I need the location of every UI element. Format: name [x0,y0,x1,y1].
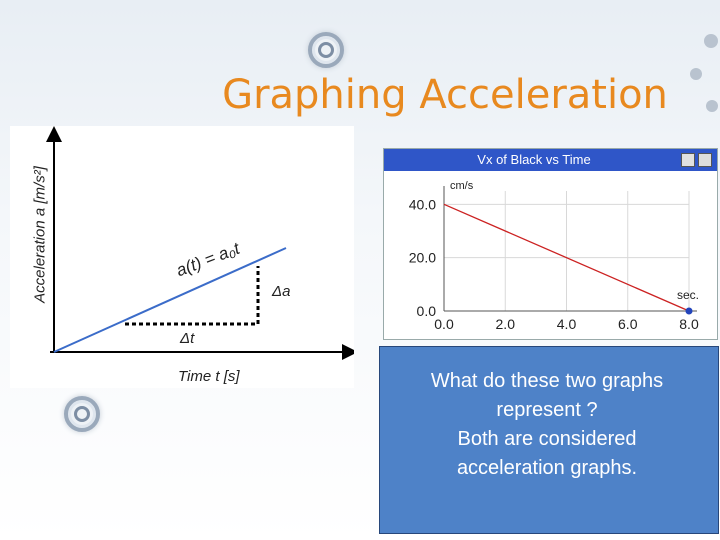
delta-a-label: Δa [272,283,291,300]
delta-t-label: Δt [180,330,195,347]
answer-line: Both are considered [457,428,637,450]
acceleration-graph-svg [46,126,358,360]
y-axis-label: Acceleration a [m/s²] [31,166,49,303]
y-tick-label: 20.0 [409,250,436,266]
velocity-chart: 0.0 2.0 4.0 6.0 8.0 0.0 20.0 40.0 cm/s sec. [409,180,699,332]
answer-line: acceleration graphs. [456,457,638,479]
question-text: What do these two graphs represent ? Bot… [380,367,714,483]
graph-close-icon[interactable] [681,153,695,167]
y-unit-label: cm/s [450,180,474,192]
acceleration-graph: Acceleration a [m/s²] a(t) = a₀t Δa Δt T… [10,126,358,388]
graph-menu-icon[interactable] [698,153,712,167]
slide-title: Graphing Acceleration [222,72,668,118]
question-line: represent ? [496,399,598,421]
x-tick-label: 2.0 [496,316,516,332]
chart-title: Vx of Black vs Time [477,152,591,167]
x-unit-label: sec. [677,288,699,302]
y-tick-label: 40.0 [409,196,436,212]
ring-bullet-icon [308,32,344,68]
x-tick-label: 0.0 [434,316,454,332]
dot-icon [704,34,718,48]
x-tick-label: 6.0 [618,316,638,332]
chart-window-header [384,149,717,171]
velocity-series-line [443,203,690,312]
x-axis-label: Time t [s] [178,368,240,385]
x-tick-label: 4.0 [557,316,577,332]
dot-icon [706,100,718,112]
x-tick-label: 8.0 [679,316,699,332]
y-tick-label: 0.0 [417,303,437,319]
series-end-point [685,307,693,315]
question-textbox: What do these two graphs represent ? Bot… [379,346,719,534]
velocity-chart-window: Vx of Black vs Time 0.0 2.0 4.0 6.0 8.0 0.0 20… [383,148,718,340]
question-line: What do these two graphs [430,370,664,392]
dot-icon [690,68,702,80]
ring-bullet-icon [64,396,100,432]
acceleration-line [53,247,287,353]
